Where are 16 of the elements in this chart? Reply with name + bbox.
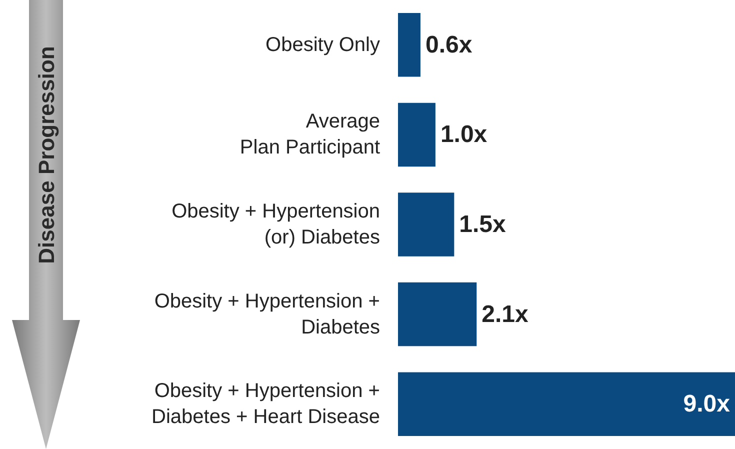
bar [398,372,735,436]
text: Disease Progression [34,46,60,264]
bar [398,192,454,256]
bar [398,282,477,346]
y-tick-label: Obesity + Hypertension (or) Diabetes [172,200,380,248]
data-label: 9.0x [683,390,731,418]
y-tick-label: Obesity + Hypertension + Diabetes [154,290,380,338]
bar [398,102,436,167]
data-label: 0.6x [425,31,473,58]
data-label: 2.1x [482,300,529,328]
y-tick-label: Average Plan Participant [240,110,380,159]
data-label: 1.0x [440,121,488,148]
y-tick-label: Obesity Only [266,34,380,56]
y-tick-label: Obesity + Hypertension + Diabetes + Heart Disease [152,380,380,428]
data-label: 1.5x [459,211,507,238]
bar [398,13,420,77]
